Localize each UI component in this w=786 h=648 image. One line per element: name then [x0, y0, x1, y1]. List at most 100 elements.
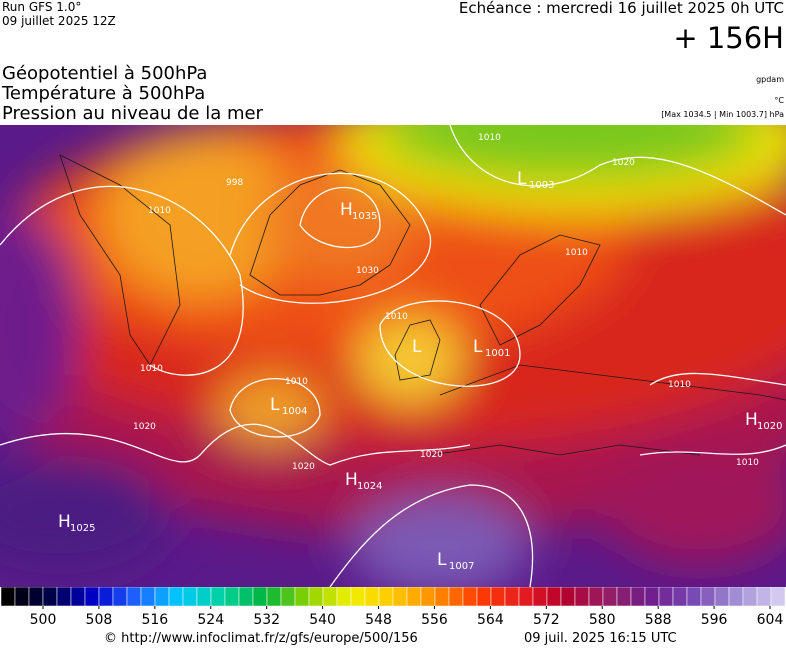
- pressure-value: 1025: [70, 523, 95, 534]
- pressure-value: 1004: [282, 406, 307, 417]
- colorbar-swatch: [294, 587, 310, 607]
- field-label: Géopotentiel à 500hPa: [2, 63, 208, 84]
- pressure-value: 1003: [529, 180, 554, 191]
- colorbar-swatch: [112, 587, 128, 607]
- colorbar-swatch: [616, 587, 632, 607]
- colorbar-swatch: [210, 587, 226, 607]
- colorbar-swatch: [448, 587, 464, 607]
- colorbar-tick-label: 524: [197, 612, 224, 628]
- colorbar-swatch: [28, 587, 44, 607]
- colorbar-swatch: [728, 587, 744, 607]
- pressure-value: 1001: [485, 348, 510, 359]
- colorbar-swatch: [490, 587, 506, 607]
- colorbar-swatch: [182, 587, 198, 607]
- isobars: [0, 125, 786, 587]
- pressure-symbol: L: [270, 395, 280, 415]
- colorbar-swatch: [742, 587, 758, 607]
- forecast-time: Echéance : mercredi 16 juillet 2025 0h U…: [458, 0, 784, 17]
- field-label: Température à 500hPa: [2, 83, 206, 104]
- source-link[interactable]: © http://www.infoclimat.fr/z/gfs/europe/…: [104, 631, 418, 646]
- pressure-symbol: H: [58, 512, 71, 532]
- colorbar-swatch: [714, 587, 730, 607]
- colorbar-swatch: [336, 587, 352, 607]
- colorbar-tick-label: 548: [365, 612, 392, 628]
- colorbar-swatch: [434, 587, 450, 607]
- run-date: 09 juillet 2025 12Z: [2, 14, 116, 28]
- isobar-label: 1020: [420, 450, 443, 460]
- pressure-symbol: L: [412, 337, 422, 357]
- colorbar-swatch: [322, 587, 338, 607]
- pressure-symbol: H: [745, 410, 758, 430]
- colorbar-tick-label: 596: [701, 612, 728, 628]
- colorbar-tick-label: 564: [477, 612, 504, 628]
- isobar-label: 1010: [565, 248, 588, 258]
- pressure-symbol: H: [345, 470, 358, 490]
- colorbar-tick-label: 556: [421, 612, 448, 628]
- run-label: Run GFS 1.0°: [2, 0, 82, 14]
- extremes-label: [Max 1034.5 | Min 1003.7] hPa: [661, 110, 784, 119]
- colorbar-swatch: [154, 587, 170, 607]
- colorbar-swatch: [350, 587, 366, 607]
- colorbar-swatch: [252, 587, 268, 607]
- pressure-value: 1007: [449, 561, 474, 572]
- pressure-value: 1035: [352, 211, 377, 222]
- colorbar-swatch: [560, 587, 576, 607]
- colorbar-tick-label: 540: [309, 612, 336, 628]
- unit-label: gpdam: [756, 75, 784, 84]
- colorbar-swatch: [518, 587, 534, 607]
- colorbar-swatch: [672, 587, 688, 607]
- field-label: Pression au niveau de la mer: [2, 103, 263, 124]
- isobar-label: 1030: [356, 266, 379, 276]
- colorbar-swatch: [42, 587, 58, 607]
- isobar-label: 1020: [133, 422, 156, 432]
- colorbar-swatch: [574, 587, 590, 607]
- isobar-label: 1010: [668, 380, 691, 390]
- colorbar-tick-label: 508: [86, 612, 113, 628]
- isobar-label: 998: [226, 178, 243, 188]
- colorbar-swatch: [84, 587, 100, 607]
- pressure-symbol: L: [473, 337, 483, 357]
- colorbar-swatch: [602, 587, 618, 607]
- colorbar-swatch: [588, 587, 604, 607]
- isobar-label: 1010: [285, 377, 308, 387]
- isobar-label: 1010: [148, 206, 171, 216]
- colorbar-tick-label: 588: [645, 612, 672, 628]
- colorbar-swatch: [56, 587, 72, 607]
- isobar-label: 1020: [612, 158, 635, 168]
- temperature-field: [0, 125, 786, 587]
- isobar-label: 1010: [140, 364, 163, 374]
- colorbar-swatch: [0, 587, 16, 607]
- colorbar: 500 508 516 524 532 540 548 556 564 572 580 588 596 6…: [0, 587, 786, 628]
- colorbar-swatch: [140, 587, 156, 607]
- colorbar-swatch: [420, 587, 436, 607]
- colorbar-swatch: [70, 587, 86, 607]
- colorbar-swatch: [266, 587, 282, 607]
- colorbar-swatch: [406, 587, 422, 607]
- lead-time: + 156H: [673, 21, 784, 55]
- colorbar-tick-label: 532: [253, 612, 280, 628]
- pressure-symbol: H: [340, 200, 353, 220]
- colorbar-tick-label: 572: [533, 612, 560, 628]
- colorbar-swatch: [364, 587, 380, 607]
- colorbar-swatch: [770, 587, 786, 607]
- colorbar-swatch: [224, 587, 240, 607]
- colorbar-swatch: [308, 587, 324, 607]
- colorbar-swatch: [532, 587, 548, 607]
- colorbar-swatch: [546, 587, 562, 607]
- colorbar-swatch: [280, 587, 296, 607]
- colorbar-swatch: [476, 587, 492, 607]
- colorbar-swatch: [644, 587, 660, 607]
- isobar-label: 1010: [385, 312, 408, 322]
- isobar-label: 1020: [292, 462, 315, 472]
- colorbar-swatch: [504, 587, 520, 607]
- colorbar-swatch: [658, 587, 674, 607]
- colorbar-tick-label: 580: [589, 612, 616, 628]
- colorbar-swatch: [14, 587, 30, 607]
- colorbar-swatch: [686, 587, 702, 607]
- colorbar-swatch: [98, 587, 114, 607]
- colorbar-tick-label: 516: [141, 612, 168, 628]
- colorbar-swatch: [168, 587, 184, 607]
- pressure-symbol: L: [437, 550, 447, 570]
